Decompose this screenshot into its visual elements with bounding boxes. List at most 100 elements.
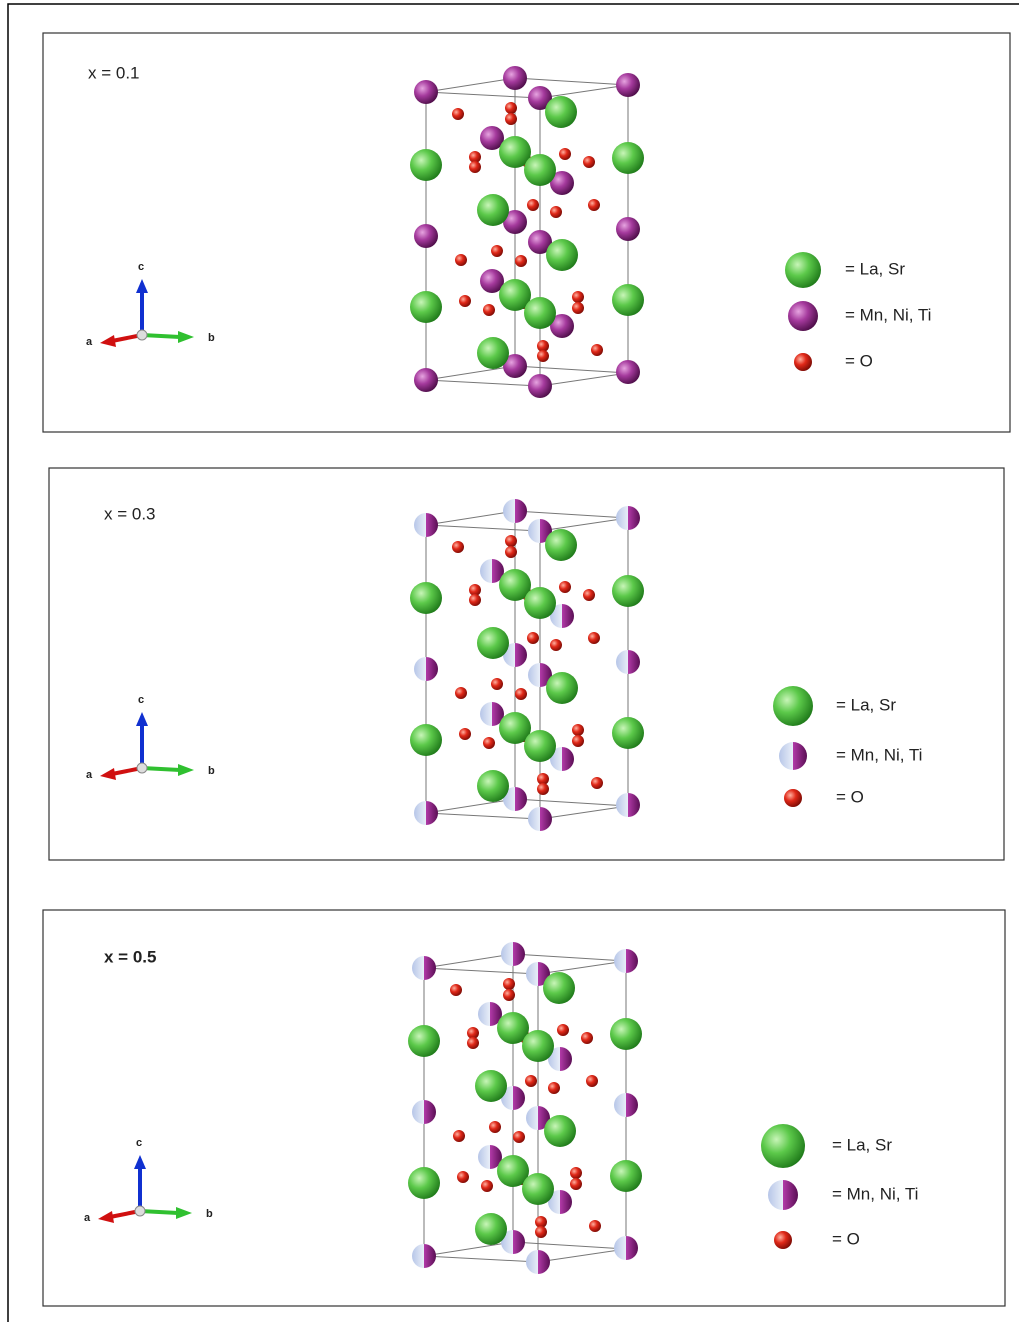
oxygen-atom [588,632,600,644]
oxygen-atom [513,1131,525,1143]
cell-edge [426,366,628,386]
b-site-atom [616,793,640,817]
oxygen-atom [572,302,584,314]
oxygen-atom [550,206,562,218]
a-site-atom [544,1115,576,1147]
oxygen-atom [550,639,562,651]
panel: x = 0.3cba= La, Sr= Mn, Ni, Ti= O [49,468,1004,860]
composition-label: x = 0.3 [104,504,156,523]
oxygen-atom [591,777,603,789]
legend-label: = O [832,1229,860,1248]
b-site-atom [412,1100,436,1124]
oxygen-atom [450,984,462,996]
a-site-atom [524,730,556,762]
a-site-atom [522,1173,554,1205]
b-site-atom [503,66,527,90]
axis-label-a: a [86,336,93,348]
oxygen-atom [589,1220,601,1232]
legend-b-site [788,301,818,331]
legend-oxygen [794,353,812,371]
b-site-atom [528,374,552,398]
axis-label-a: a [84,1212,91,1224]
axis-b-head [176,1207,192,1219]
a-site-atom [612,142,644,174]
legend-label: = La, Sr [845,259,905,278]
axis-label-b: b [208,332,215,344]
axis-label-a: a [86,769,93,781]
b-site-atom [501,942,525,966]
oxygen-atom [503,989,515,1001]
axis-origin [137,330,147,340]
a-site-atom [477,627,509,659]
b-site-atom [412,1244,436,1268]
oxygen-atom [505,546,517,558]
legend-a-site [773,686,813,726]
axis-origin [135,1206,145,1216]
a-site-atom [546,239,578,271]
a-site-atom [545,529,577,561]
oxygen-atom [491,678,503,690]
oxygen-atom [505,102,517,114]
oxygen-atom [483,737,495,749]
legend-oxygen [784,789,802,807]
oxygen-atom [583,589,595,601]
b-site-atom [616,217,640,241]
a-site-atom [477,770,509,802]
cell-edge [424,954,626,974]
b-site-atom [414,368,438,392]
axis-b [142,335,180,337]
cell-edge [424,1242,626,1262]
oxygen-atom [581,1032,593,1044]
oxygen-atom [535,1226,547,1238]
oxygen-atom [483,304,495,316]
oxygen-atom [525,1075,537,1087]
oxygen-atom [572,735,584,747]
oxygen-atom [453,1130,465,1142]
oxygen-atom [527,199,539,211]
b-site-atom [414,80,438,104]
b-site-atom [614,949,638,973]
b-site-atom [503,499,527,523]
oxygen-atom [572,291,584,303]
b-site-atom [616,73,640,97]
a-site-atom [410,582,442,614]
a-site-atom [524,587,556,619]
oxygen-atom [489,1121,501,1133]
legend-label: = Mn, Ni, Ti [845,305,931,324]
axis-b [140,1211,178,1213]
oxygen-atom [515,255,527,267]
oxygen-atom [457,1171,469,1183]
legend-b-site [768,1180,798,1210]
a-site-atom [612,717,644,749]
axis-b-head [178,331,194,343]
axis-origin [137,763,147,773]
panel: x = 0.1cba= La, Sr= Mn, Ni, Ti= O [43,33,1010,432]
oxygen-atom [481,1180,493,1192]
oxygen-atom [452,541,464,553]
oxygen-atom [570,1178,582,1190]
oxygen-atom [452,108,464,120]
a-site-atom [612,284,644,316]
cell-edge [426,78,628,98]
b-site-atom [414,224,438,248]
axis-c-head [136,712,148,726]
b-site-atom [412,956,436,980]
legend-b-site [779,742,807,770]
axis-a-head [100,768,116,780]
cell-edge [426,799,628,819]
oxygen-atom [586,1075,598,1087]
a-site-atom [410,724,442,756]
b-site-atom [414,513,438,537]
oxygen-atom [588,199,600,211]
composition-label: x = 0.1 [88,63,140,82]
oxygen-atom [505,113,517,125]
a-site-atom [475,1070,507,1102]
legend-label: = O [836,787,864,806]
legend-label: = La, Sr [832,1135,892,1154]
figure: x = 0.1cba= La, Sr= Mn, Ni, Ti= Ox = 0.3… [0,0,1019,1322]
axis-a-head [98,1211,114,1223]
a-site-atom [546,672,578,704]
oxygen-atom [557,1024,569,1036]
axis-a-head [100,335,116,347]
oxygen-atom [455,254,467,266]
